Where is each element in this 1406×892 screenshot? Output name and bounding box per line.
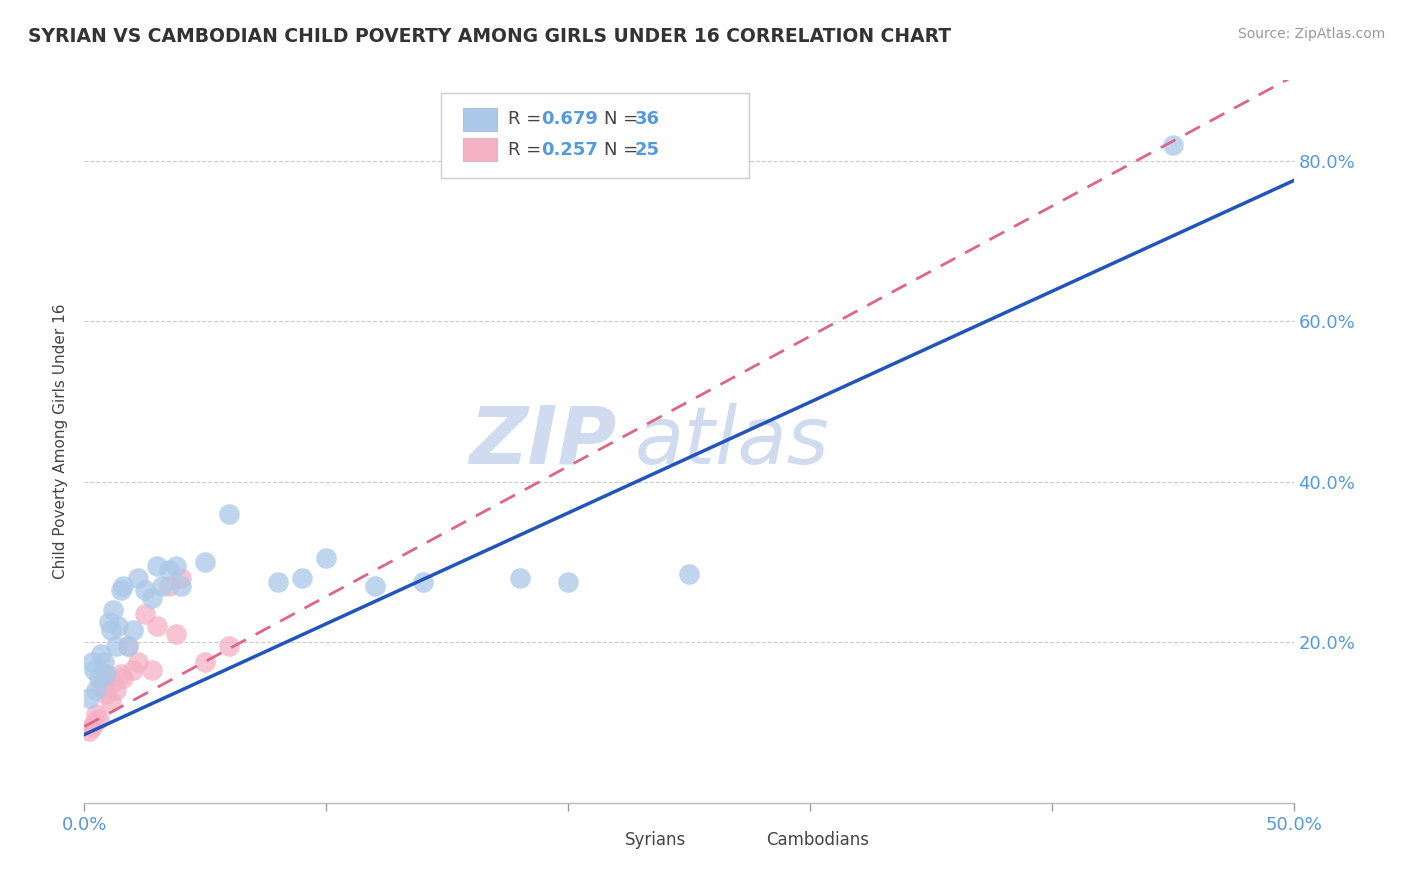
FancyBboxPatch shape — [731, 830, 758, 850]
Point — [104, 683, 127, 698]
Point — [127, 571, 149, 585]
Point — [80, 655, 103, 669]
Point — [170, 571, 193, 585]
Point — [110, 667, 132, 681]
Text: Source: ZipAtlas.com: Source: ZipAtlas.com — [1237, 27, 1385, 41]
Point — [150, 579, 173, 593]
Point — [90, 680, 112, 694]
Point — [83, 715, 105, 730]
Point — [291, 571, 314, 585]
Point — [170, 579, 193, 593]
Y-axis label: Child Poverty Among Girls Under 16: Child Poverty Among Girls Under 16 — [53, 304, 69, 579]
Point — [267, 574, 290, 589]
Text: 0.257: 0.257 — [541, 141, 599, 159]
Point — [93, 667, 115, 681]
Point — [509, 571, 531, 585]
Point — [157, 563, 180, 577]
FancyBboxPatch shape — [441, 93, 749, 178]
Point — [117, 639, 139, 653]
Text: SYRIAN VS CAMBODIAN CHILD POVERTY AMONG GIRLS UNDER 16 CORRELATION CHART: SYRIAN VS CAMBODIAN CHILD POVERTY AMONG … — [28, 27, 952, 45]
Point — [121, 623, 143, 637]
Text: R =: R = — [508, 111, 547, 128]
Point — [134, 583, 156, 598]
Point — [194, 655, 217, 669]
Text: atlas: atlas — [634, 402, 830, 481]
Point — [87, 712, 110, 726]
Point — [103, 603, 125, 617]
Point — [87, 671, 110, 685]
Point — [107, 619, 129, 633]
Point — [77, 723, 100, 738]
Text: N =: N = — [605, 141, 644, 159]
Point — [557, 574, 579, 589]
Point — [363, 579, 385, 593]
Point — [83, 664, 105, 678]
FancyBboxPatch shape — [463, 108, 496, 131]
Text: N =: N = — [605, 111, 644, 128]
Point — [90, 648, 112, 662]
Point — [678, 567, 700, 582]
Point — [141, 664, 163, 678]
Text: R =: R = — [508, 141, 547, 159]
Text: 36: 36 — [634, 111, 659, 128]
Point — [93, 655, 115, 669]
Point — [121, 664, 143, 678]
Point — [97, 671, 120, 685]
Text: 25: 25 — [634, 141, 659, 159]
Point — [112, 671, 135, 685]
Point — [112, 579, 135, 593]
FancyBboxPatch shape — [589, 830, 616, 850]
Point — [165, 627, 187, 641]
Point — [146, 619, 169, 633]
Point — [127, 655, 149, 669]
Point — [80, 719, 103, 733]
Point — [86, 707, 108, 722]
Point — [141, 591, 163, 605]
Text: 0.679: 0.679 — [541, 111, 599, 128]
Point — [104, 639, 127, 653]
Point — [134, 607, 156, 621]
Point — [94, 667, 117, 681]
Text: ZIP: ZIP — [470, 402, 616, 481]
Point — [77, 691, 100, 706]
Text: Syrians: Syrians — [624, 830, 686, 848]
Point — [100, 696, 122, 710]
Text: Cambodians: Cambodians — [766, 830, 869, 848]
Point — [157, 579, 180, 593]
Point — [94, 687, 117, 701]
Point — [103, 675, 125, 690]
Point — [100, 623, 122, 637]
FancyBboxPatch shape — [463, 138, 496, 161]
Point — [218, 639, 240, 653]
Point — [194, 555, 217, 569]
Point — [117, 639, 139, 653]
Point — [165, 558, 187, 574]
Point — [218, 507, 240, 521]
Point — [146, 558, 169, 574]
Point — [412, 574, 434, 589]
Point — [97, 615, 120, 630]
Point — [1161, 137, 1184, 152]
Point — [110, 583, 132, 598]
Point — [315, 550, 337, 566]
Point — [86, 683, 108, 698]
